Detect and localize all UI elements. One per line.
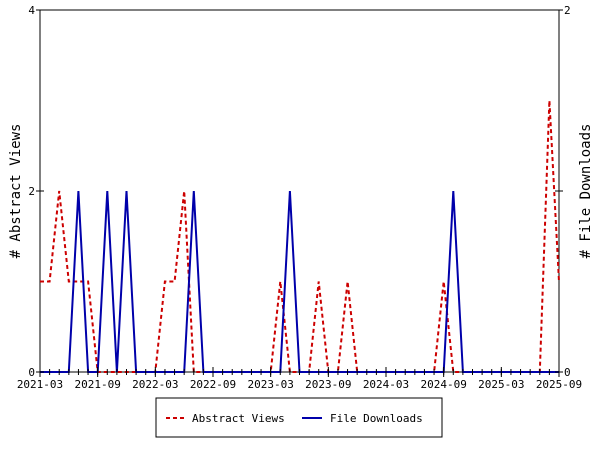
y-left-tick-label: 0 xyxy=(28,366,35,379)
x-axis: 2021-03 2021-09 2022-03 2022-09 2023-03 2023-… xyxy=(17,367,582,391)
x-tick-label: 2024-09 xyxy=(420,378,466,391)
x-tick-label: 2023-09 xyxy=(305,378,351,391)
x-tick-label: 2022-03 xyxy=(132,378,178,391)
legend-label-abstract-views: Abstract Views xyxy=(192,412,285,425)
x-tick-label: 2021-09 xyxy=(74,378,120,391)
y-right-tick-label: 2 xyxy=(564,4,571,17)
y-axis-left-title: # Abstract Views xyxy=(8,124,24,259)
y-axis-left: 0 2 4 xyxy=(28,4,44,379)
legend: Abstract Views File Downloads xyxy=(155,397,443,438)
x-tick-label: 2023-03 xyxy=(247,378,293,391)
y-right-tick-label: 0 xyxy=(564,366,571,379)
x-tick-label: 2021-03 xyxy=(17,378,63,391)
plot-area xyxy=(39,9,560,373)
x-tick-label: 2024-03 xyxy=(363,378,409,391)
plot-frame xyxy=(39,9,560,373)
y-axis-right: 02 xyxy=(555,4,571,379)
y-left-tick-label: 4 xyxy=(28,4,35,17)
x-tick-label: 2022-09 xyxy=(190,378,236,391)
y-axis-right-title: # File Downloads xyxy=(578,124,594,259)
legend-label-file-downloads: File Downloads xyxy=(330,412,423,425)
x-tick-label: 2025-03 xyxy=(478,378,524,391)
y-left-tick-label: 2 xyxy=(28,185,35,198)
x-tick-label: 2025-09 xyxy=(536,378,582,391)
legend-box xyxy=(155,397,443,438)
